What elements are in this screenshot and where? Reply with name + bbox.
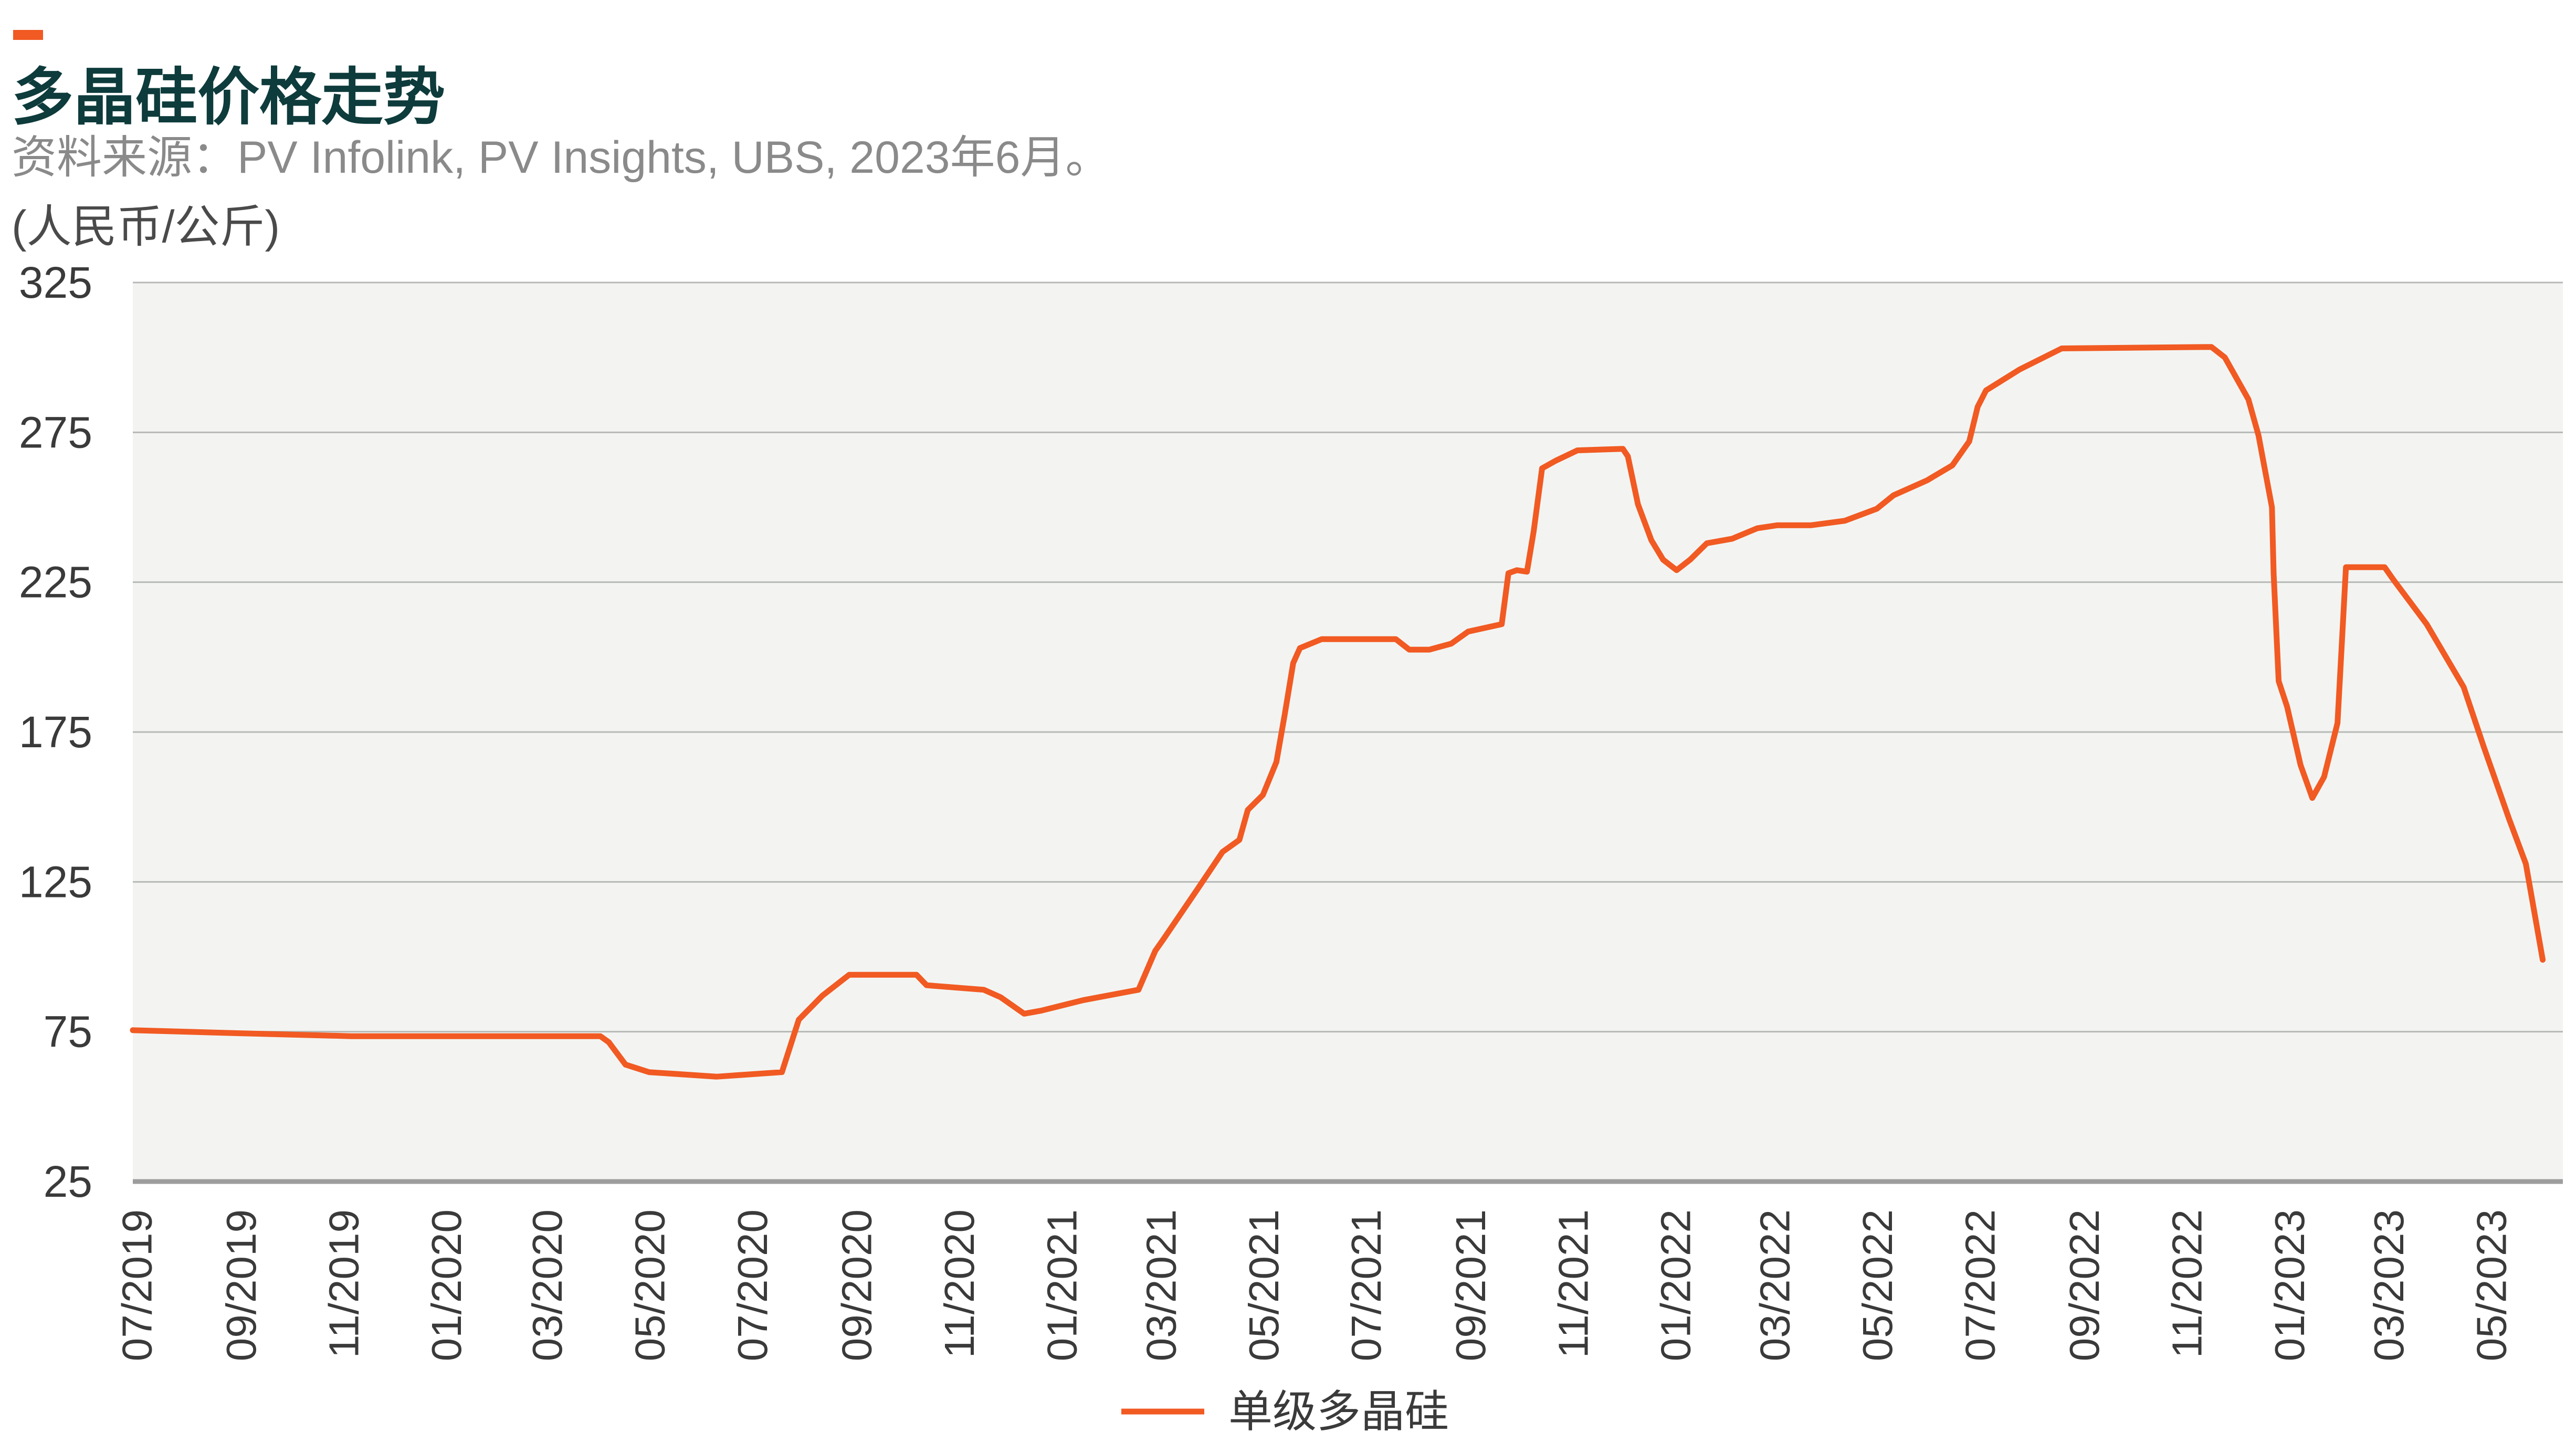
x-tick-label: 09/2021 [1447, 1209, 1494, 1361]
x-tick-label: 09/2022 [2061, 1209, 2108, 1361]
y-tick-label: 325 [19, 258, 92, 307]
x-tick-label: 03/2021 [1138, 1209, 1184, 1361]
x-tick-label: 07/2019 [114, 1209, 161, 1361]
x-tick-label: 03/2022 [1752, 1209, 1799, 1361]
x-tick-label: 01/2020 [423, 1209, 470, 1361]
x-tick-label: 03/2020 [524, 1209, 571, 1361]
x-tick-label: 11/2020 [936, 1209, 983, 1358]
y-tick-label: 175 [19, 707, 92, 757]
y-tick-label: 225 [19, 558, 92, 607]
x-tick-label: 11/2021 [1550, 1209, 1596, 1358]
source-note: 资料来源：PV Infolink, PV Insights, UBS, 2023… [12, 132, 1111, 183]
x-tick-label: 03/2023 [2365, 1209, 2412, 1361]
x-tick-label: 07/2021 [1343, 1209, 1390, 1361]
y-axis-unit-label: (人民币/公斤) [12, 202, 280, 252]
x-tick-label: 07/2020 [729, 1209, 776, 1361]
x-tick-label: 01/2021 [1038, 1209, 1085, 1361]
x-tick-label: 11/2022 [2164, 1209, 2211, 1358]
x-tick-label: 07/2022 [1957, 1209, 2003, 1361]
x-axis-tick-labels: 07/2019 09/2019 11/2019 01/2020 03/2020 05/20… [114, 1209, 2515, 1361]
x-tick-label: 05/2021 [1240, 1209, 1287, 1361]
x-tick-label: 09/2020 [834, 1209, 880, 1361]
x-tick-label: 01/2022 [1653, 1209, 1699, 1361]
y-tick-label: 125 [19, 857, 92, 906]
x-tick-label: 05/2022 [1854, 1209, 1901, 1361]
legend-label: 单级多晶硅 [1228, 1387, 1449, 1436]
y-axis-tick-labels: 325 275 225 175 125 75 25 [19, 258, 92, 1206]
series-group [130, 344, 2546, 1080]
x-tick-label: 01/2023 [2266, 1209, 2313, 1361]
x-tick-label: 05/2023 [2468, 1209, 2515, 1361]
chart-title: 多晶硅价格走势 [12, 61, 446, 133]
legend: 单级多晶硅 [1121, 1387, 1449, 1436]
x-tick-label: 09/2019 [218, 1209, 265, 1361]
y-tick-label: 25 [44, 1157, 92, 1206]
x-tick-label: 05/2020 [627, 1209, 674, 1361]
x-tick-label: 11/2019 [321, 1209, 367, 1358]
accent-bar [13, 30, 43, 40]
y-tick-label: 275 [19, 407, 92, 457]
gridlines [133, 281, 2563, 1184]
y-tick-label: 75 [44, 1007, 92, 1057]
series-line-0 [130, 344, 2546, 1080]
